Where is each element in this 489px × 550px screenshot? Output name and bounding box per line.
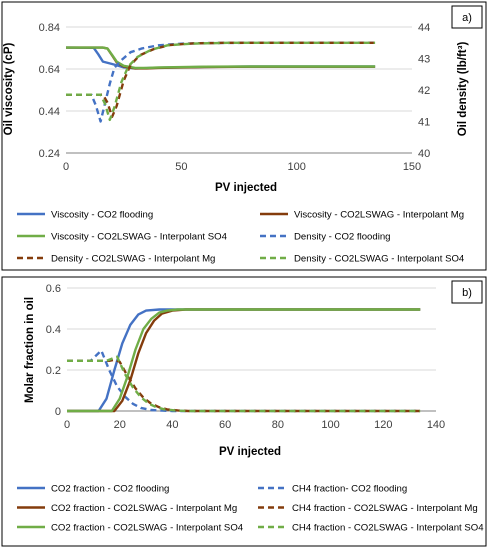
x-tick-label: 120 [374, 419, 392, 431]
legend-entry: CO2 fraction - CO2 flooding [17, 484, 169, 495]
x-tick-label: 20 [114, 419, 126, 431]
legend-entry: Viscosity - CO2LSWAG - Interpolant Mg [260, 210, 464, 221]
y-tick-label: 0.6 [46, 283, 61, 295]
legend-label: Density - CO2LSWAG - Interpolant Mg [51, 254, 215, 265]
panel-b-legend: CO2 fraction - CO2 flooding CH4 fraction-… [17, 484, 484, 534]
panel-a-y2-axis-title: Oil density (lb/ft³) [457, 42, 469, 137]
y2-tick-label: 43 [418, 54, 430, 66]
legend-label: Viscosity - CO2LSWAG - Interpolant Mg [294, 210, 464, 221]
x-tick-label: 40 [166, 419, 178, 431]
x-tick-label: 0 [64, 419, 70, 431]
y-tick-label: 0.4 [46, 324, 61, 336]
y2-tick-label: 42 [418, 85, 430, 97]
panel-a-axes: 0.24 0.44 0.64 0.84 40 41 42 43 44 0 50 100 150 [39, 22, 431, 173]
panel-a-y-axis-title: Oil viscosity (cP) [3, 42, 15, 135]
series-line-density-co2lswag-interpolant-mg [66, 41, 376, 118]
legend-entry: Viscosity - CO2LSWAG - Interpolant SO4 [17, 232, 228, 243]
panel-a-legend: Viscosity - CO2 flooding Viscosity - CO2L… [17, 210, 465, 265]
legend-label: Density - CO2LSWAG - Interpolant SO4 [294, 254, 465, 265]
x-tick-label: 150 [403, 161, 421, 173]
legend-label: Density - CO2 flooding [294, 232, 391, 243]
series-line-density-co2-flooding [66, 41, 376, 123]
y-tick-label: 0.24 [39, 148, 60, 160]
panel-b-tag-box [451, 280, 483, 304]
legend-entry: CH4 fraction - CO2LSWAG - Interpolant SO… [258, 523, 484, 534]
legend-label: Viscosity - CO2LSWAG - Interpolant SO4 [51, 232, 228, 243]
x-tick-label: 0 [63, 161, 69, 173]
x-tick-label: 100 [321, 419, 339, 431]
legend-label: CO2 fraction - CO2LSWAG - Interpolant Mg [51, 503, 237, 514]
y-tick-label: 0.84 [39, 22, 60, 34]
legend-label: CO2 fraction - CO2 flooding [51, 484, 169, 495]
legend-entry: CO2 fraction - CO2LSWAG - Interpolant Mg [17, 503, 237, 514]
legend-label: CH4 fraction - CO2LSWAG - Interpolant SO… [292, 523, 484, 534]
legend-label: CO2 fraction - CO2LSWAG - Interpolant SO… [51, 523, 244, 534]
panel-a-x-axis-title: PV injected [215, 182, 277, 194]
panel-a-plot-area [65, 41, 376, 123]
legend-entry: Density - CO2LSWAG - Interpolant Mg [17, 254, 215, 265]
legend-entry: CO2 fraction - CO2LSWAG - Interpolant SO… [17, 523, 244, 534]
series-line-ch4-fraction-co2-flooding [67, 349, 421, 413]
x-tick-label: 80 [272, 419, 284, 431]
legend-entry: Density - CO2 flooding [260, 232, 391, 243]
y-tick-label: 0.64 [39, 64, 60, 76]
legend-label: Viscosity - CO2 flooding [51, 210, 153, 221]
y-tick-label: 0.2 [46, 365, 61, 377]
panel-b: b) 0 0.2 0.4 0.6 0 20 40 60 80 100 120 140 PV injec… [1, 276, 487, 547]
y2-tick-label: 40 [418, 148, 430, 160]
panel-b-x-axis-title: PV injected [219, 446, 281, 458]
x-tick-label: 140 [427, 419, 445, 431]
y2-tick-label: 41 [418, 117, 430, 129]
y-tick-label: 0.44 [39, 106, 60, 118]
series-line-co2-fraction-co2lswag-interpolant-so4 [67, 308, 421, 413]
panel-b-tag: b) [462, 287, 472, 299]
legend-entry: Density - CO2LSWAG - Interpolant SO4 [260, 254, 465, 265]
legend-entry: CH4 fraction - CO2LSWAG - Interpolant Mg [258, 503, 478, 514]
legend-label: CH4 fraction- CO2 flooding [292, 484, 407, 495]
legend-entry: CH4 fraction- CO2 flooding [258, 484, 407, 495]
series-line-ch4-fraction-co2lswag-interpolant-so4 [67, 355, 421, 413]
panel-a-tag-box [451, 5, 483, 29]
y-tick-label: 0 [55, 406, 61, 418]
series-line-density-co2lswag-interpolant-so4 [66, 41, 376, 122]
panel-b-y-axis-title: Molar fraction in oil [24, 297, 36, 403]
panel-a-grid [66, 26, 412, 112]
x-tick-label: 50 [175, 161, 187, 173]
legend-label: CH4 fraction - CO2LSWAG - Interpolant Mg [292, 503, 478, 514]
panel-a-tag: a) [462, 12, 472, 24]
x-tick-label: 100 [287, 161, 305, 173]
y2-tick-label: 44 [418, 22, 430, 34]
panel-b-plot-area [67, 308, 421, 413]
panel-a: a) 0.24 0.44 0.64 0.84 40 41 42 43 44 0 50 100 150 P… [1, 1, 487, 271]
legend-entry: Viscosity - CO2 flooding [17, 210, 153, 221]
series-line-viscosity-co2lswag-interpolant-so4 [66, 46, 376, 70]
x-tick-label: 60 [219, 419, 231, 431]
